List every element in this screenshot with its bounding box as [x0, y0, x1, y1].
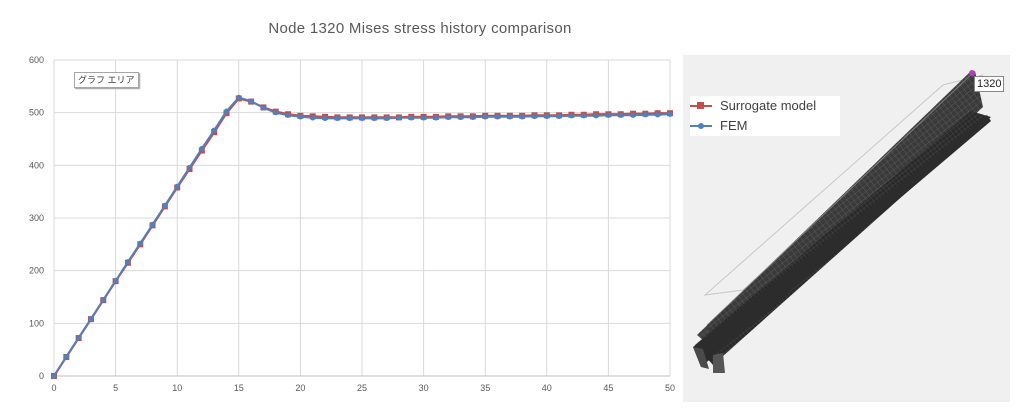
data-point-fem[interactable] [396, 115, 402, 121]
legend-swatch-surrogate [690, 101, 712, 111]
x-tick-label: 15 [234, 383, 244, 393]
x-tick-label: 0 [51, 383, 56, 393]
data-point-fem[interactable] [457, 114, 464, 121]
data-point-fem[interactable] [642, 112, 648, 118]
x-tick-label: 25 [357, 383, 367, 393]
data-point-fem[interactable] [384, 115, 390, 122]
data-point-fem[interactable] [211, 127, 217, 133]
data-point-fem[interactable] [544, 113, 550, 119]
fem-model-view[interactable] [683, 55, 1010, 402]
y-tick-label: 300 [29, 213, 44, 223]
x-tick-label: 35 [480, 383, 490, 393]
x-tick-label: 45 [603, 383, 613, 393]
data-point-fem[interactable] [630, 112, 636, 118]
data-point-fem[interactable] [199, 145, 205, 152]
x-tick-label: 50 [665, 383, 675, 393]
data-point-fem[interactable] [310, 115, 316, 121]
y-tick-label: 0 [39, 371, 44, 381]
data-point-fem[interactable] [507, 114, 513, 120]
chart-title: Node 1320 Mises stress history compariso… [268, 20, 572, 37]
series-fem[interactable] [51, 94, 673, 379]
data-point-fem[interactable] [470, 114, 476, 121]
y-tick-label: 500 [29, 108, 44, 118]
data-point-fem[interactable] [433, 115, 439, 121]
data-point-fem[interactable] [223, 108, 230, 114]
legend-swatch-fem [690, 121, 712, 131]
data-point-fem[interactable] [186, 164, 193, 171]
legend-label-surrogate: Surrogate model [720, 98, 817, 113]
data-point-fem[interactable] [76, 334, 82, 341]
legend-item-surrogate: Surrogate model [690, 96, 840, 115]
data-point-fem[interactable] [519, 114, 525, 120]
data-point-fem[interactable] [149, 221, 156, 227]
y-tick-label: 200 [29, 266, 44, 276]
legend-label-fem: FEM [720, 118, 748, 133]
series-layer[interactable] [51, 94, 673, 379]
data-point-fem[interactable] [174, 183, 180, 189]
data-point-fem[interactable] [605, 112, 612, 118]
data-point-fem[interactable] [137, 240, 143, 246]
x-tick-label: 30 [419, 383, 429, 393]
data-point-fem[interactable] [531, 113, 538, 119]
data-point-fem[interactable] [581, 113, 587, 119]
data-point-fem[interactable] [667, 111, 673, 117]
data-point-fem[interactable] [593, 113, 599, 119]
data-point-fem[interactable] [568, 113, 575, 119]
beam-mesh-image [693, 70, 991, 373]
data-point-fem[interactable] [273, 110, 279, 116]
data-point-fem[interactable] [618, 112, 624, 118]
legend-item-fem: FEM [690, 116, 840, 135]
y-tick-label: 100 [29, 318, 44, 328]
data-point-fem[interactable] [63, 353, 69, 360]
data-point-fem[interactable] [408, 115, 414, 121]
data-point-fem[interactable] [655, 112, 661, 118]
grid-lines [53, 59, 671, 377]
data-point-fem[interactable] [334, 115, 340, 122]
line-chart[interactable]: 0 100 200 300 400 500 600 0 5 10 15 20 25 30 35 40 45 50 [0, 0, 680, 420]
y-tick-label: 400 [29, 160, 44, 170]
data-point-fem[interactable] [236, 94, 242, 100]
x-tick-label: 20 [295, 383, 305, 393]
node-label: 1320 [974, 76, 1005, 92]
data-point-fem[interactable] [125, 259, 131, 265]
data-point-fem[interactable] [556, 113, 562, 119]
chart-area-tooltip: グラフ エリア [74, 72, 139, 88]
data-point-fem[interactable] [297, 114, 303, 120]
data-point-fem[interactable] [371, 115, 377, 122]
data-point-fem[interactable] [260, 105, 267, 111]
data-point-fem[interactable] [421, 115, 427, 121]
data-point-fem[interactable] [359, 115, 365, 122]
data-point-fem[interactable] [88, 315, 94, 322]
data-point-fem[interactable] [482, 114, 488, 120]
tick-labels: 0 100 200 300 400 500 600 0 5 10 15 20 25 30 35 40 45 50 [29, 55, 675, 393]
legend: Surrogate model FEM [690, 96, 840, 136]
data-point-fem[interactable] [445, 114, 451, 121]
x-tick-label: 5 [113, 383, 118, 393]
data-point-fem[interactable] [347, 115, 353, 122]
data-point-fem[interactable] [51, 373, 57, 379]
data-point-fem[interactable] [162, 202, 168, 208]
data-point-fem[interactable] [285, 112, 291, 118]
data-point-fem[interactable] [494, 114, 501, 120]
x-tick-label: 10 [172, 383, 182, 393]
data-point-fem[interactable] [100, 297, 106, 303]
data-point-fem[interactable] [248, 98, 254, 104]
y-tick-label: 600 [29, 55, 44, 65]
data-point-fem[interactable] [322, 115, 328, 122]
data-point-fem[interactable] [113, 278, 119, 284]
x-tick-label: 40 [542, 383, 552, 393]
